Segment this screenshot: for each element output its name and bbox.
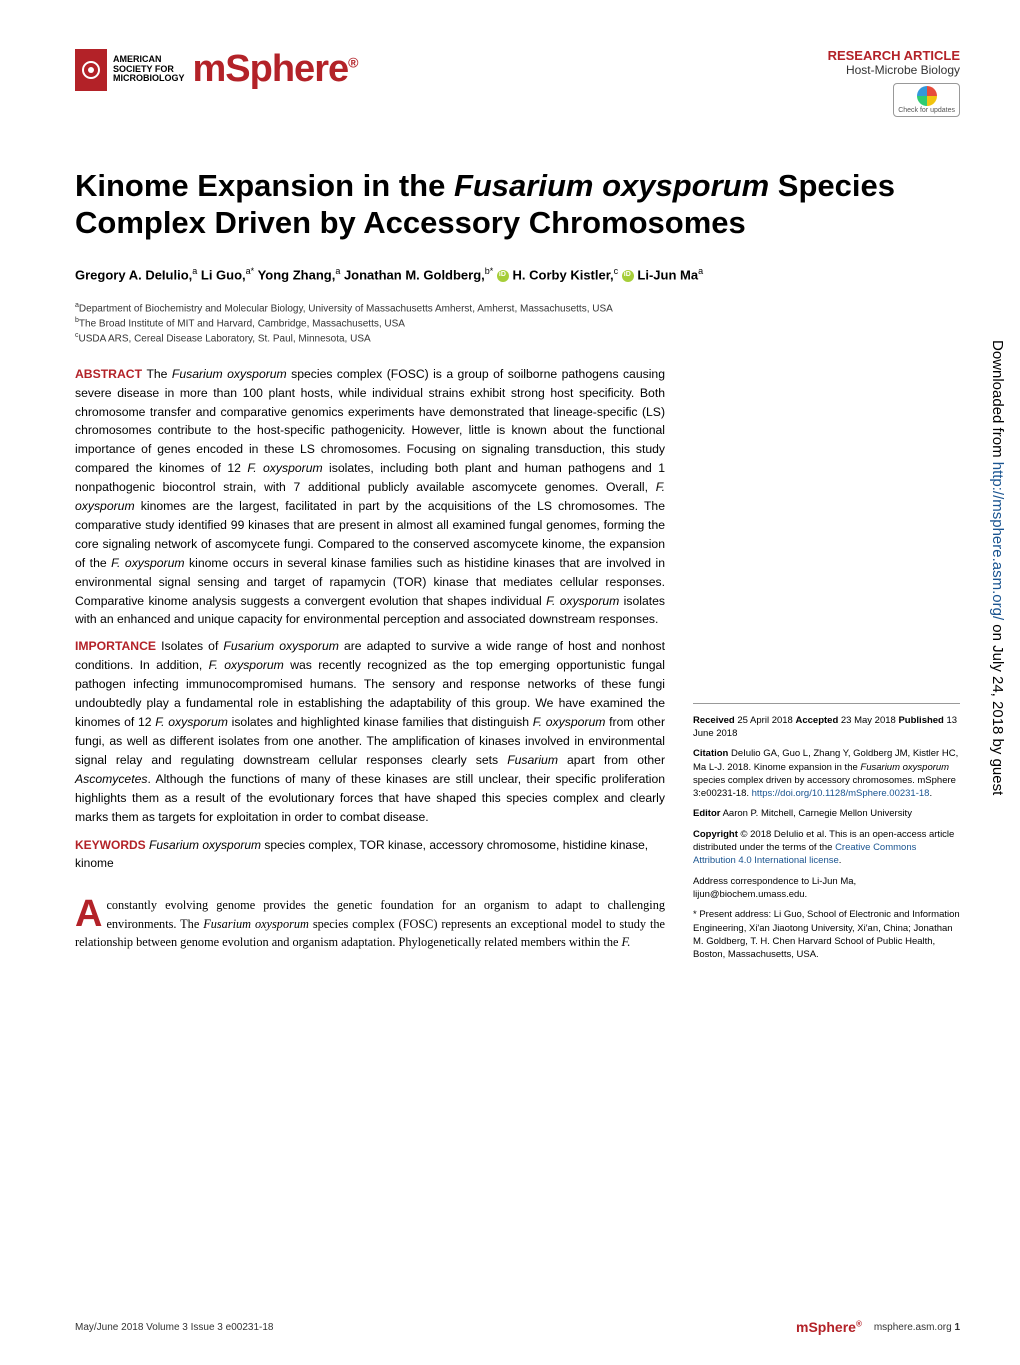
main-column: ABSTRACT The Fusarium oxysporum species … xyxy=(75,365,665,969)
journal-logo: mSphere® xyxy=(193,48,358,91)
intro-paragraph: Aconstantly evolving genome provides the… xyxy=(75,896,665,951)
footer-issue: May/June 2018 Volume 3 Issue 3 e00231-18 xyxy=(75,1322,273,1333)
footer-logo: mSphere® xyxy=(796,1319,862,1335)
doi-link[interactable]: https://doi.org/10.1128/mSphere.00231-18 xyxy=(752,788,930,799)
keywords-text: Fusarium oxysporum species complex, TOR … xyxy=(75,838,648,870)
article-info: Received 25 April 2018 Accepted 23 May 2… xyxy=(693,703,960,962)
logo-cluster: AMERICAN SOCIETY FOR MICROBIOLOGY mSpher… xyxy=(75,48,357,91)
dropcap: A xyxy=(75,896,106,930)
society-name: AMERICAN SOCIETY FOR MICROBIOLOGY xyxy=(113,55,185,85)
asm-logo: AMERICAN SOCIETY FOR MICROBIOLOGY xyxy=(75,49,185,91)
crossmark-badge[interactable]: Check for updates xyxy=(893,83,960,117)
article-type: RESEARCH ARTICLE xyxy=(828,48,960,63)
importance: IMPORTANCE Isolates of Fusarium oxysporu… xyxy=(75,637,665,826)
affiliations: aDepartment of Biochemistry and Molecula… xyxy=(75,301,960,347)
keywords-label: KEYWORDS xyxy=(75,838,149,852)
footer-url: msphere.asm.org 1 xyxy=(874,1322,960,1333)
editor: Editor Aaron P. Mitchell, Carnegie Mello… xyxy=(693,807,960,820)
abstract-label: ABSTRACT xyxy=(75,367,146,381)
importance-label: IMPORTANCE xyxy=(75,639,161,653)
dates: Received 25 April 2018 Accepted 23 May 2… xyxy=(693,714,960,741)
intro-text: constantly evolving genome provides the … xyxy=(75,898,665,949)
citation: Citation DeIulio GA, Guo L, Zhang Y, Gol… xyxy=(693,747,960,800)
header: AMERICAN SOCIETY FOR MICROBIOLOGY mSpher… xyxy=(75,48,960,117)
copyright: Copyright © 2018 DeIulio et al. This is … xyxy=(693,828,960,868)
article-title: Kinome Expansion in the Fusarium oxyspor… xyxy=(75,167,960,241)
section-name: Host-Microbe Biology xyxy=(828,63,960,77)
header-right: RESEARCH ARTICLE Host-Microbe Biology Ch… xyxy=(828,48,960,117)
footer: May/June 2018 Volume 3 Issue 3 e00231-18… xyxy=(75,1319,960,1335)
license-link[interactable]: Creative Commons Attribution 4.0 Interna… xyxy=(693,842,916,866)
keywords: KEYWORDS Fusarium oxysporum species comp… xyxy=(75,836,665,872)
importance-text: Isolates of Fusarium oxysporum are adapt… xyxy=(75,639,665,823)
author-list: Gregory A. DeIulio,a Li Guo,a* Yong Zhan… xyxy=(75,266,960,282)
crossmark-icon xyxy=(917,86,937,106)
sidebar-column: Received 25 April 2018 Accepted 23 May 2… xyxy=(693,365,960,969)
abstract: ABSTRACT The Fusarium oxysporum species … xyxy=(75,365,665,630)
abstract-text: The Fusarium oxysporum species complex (… xyxy=(75,367,665,627)
download-watermark: Downloaded from http://msphere.asm.org/ … xyxy=(989,340,1006,795)
watermark-link[interactable]: http://msphere.asm.org/ xyxy=(989,462,1006,620)
asm-icon xyxy=(75,49,107,91)
present-address: * Present address: Li Guo, School of Ele… xyxy=(693,908,960,961)
correspondence: Address correspondence to Li-Jun Ma, lij… xyxy=(693,875,960,902)
